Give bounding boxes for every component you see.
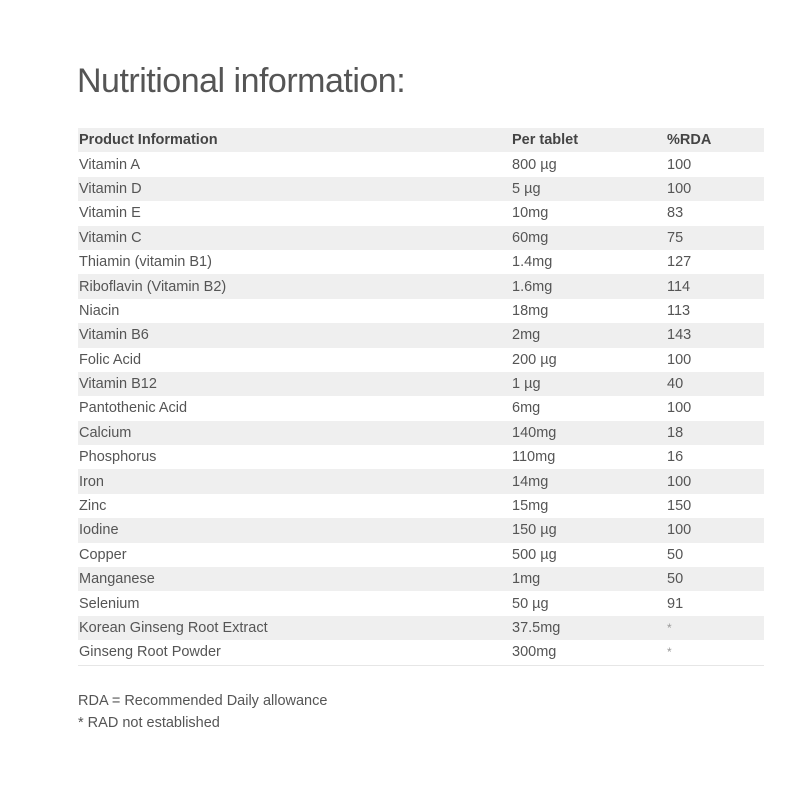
nutrient-name: Manganese bbox=[79, 571, 155, 588]
table-header-row: Product Information Per tablet %RDA bbox=[78, 128, 764, 153]
nutrient-name: Iodine bbox=[79, 522, 119, 539]
amount-per-tablet: 6mg bbox=[512, 400, 541, 417]
rda-percent: 83 bbox=[667, 205, 684, 222]
nutrient-name: Phosphorus bbox=[79, 449, 157, 466]
amount-per-tablet: 500 µg bbox=[512, 546, 557, 563]
table-row: Vitamin E 10mg 83 bbox=[78, 201, 764, 225]
rda-percent: 113 bbox=[667, 302, 691, 319]
amount-per-tablet: 200 µg bbox=[512, 351, 557, 368]
table-row: Manganese 1mg 50 bbox=[78, 567, 764, 592]
header-per-tablet: Per tablet bbox=[512, 132, 579, 149]
rda-percent: 114 bbox=[667, 278, 691, 295]
table-row: Copper 500 µg 50 bbox=[78, 543, 764, 567]
nutrient-name: Ginseng Root Powder bbox=[79, 644, 221, 661]
amount-per-tablet: 14mg bbox=[512, 473, 549, 490]
table-row: Folic Acid 200 µg 100 bbox=[78, 348, 764, 372]
amount-per-tablet: 150 µg bbox=[512, 522, 557, 539]
nutrient-name: Vitamin C bbox=[79, 229, 142, 246]
table-row: Pantothenic Acid 6mg 100 bbox=[78, 396, 764, 420]
table-row: Phosphorus 110mg 16 bbox=[78, 445, 764, 469]
amount-per-tablet: 140mg bbox=[512, 424, 557, 441]
nutrient-name: Iron bbox=[79, 473, 104, 490]
nutrient-name: Niacin bbox=[79, 302, 120, 319]
rda-percent: 100 bbox=[667, 522, 692, 539]
table-row: Vitamin A 800 µg 100 bbox=[78, 152, 764, 176]
table-row: Selenium 50 µg 91 bbox=[78, 591, 764, 615]
rda-percent: 143 bbox=[667, 327, 692, 344]
rda-percent: 18 bbox=[667, 424, 684, 441]
amount-per-tablet: 50 µg bbox=[512, 595, 549, 612]
amount-per-tablet: 1.4mg bbox=[512, 254, 553, 271]
nutrient-name: Thiamin (vitamin B1) bbox=[79, 254, 212, 271]
header-rda: %RDA bbox=[667, 132, 712, 149]
nutrient-name: Vitamin E bbox=[79, 205, 141, 222]
rda-percent: 91 bbox=[667, 595, 684, 612]
table-row: Niacin 18mg 113 bbox=[78, 299, 764, 323]
rda-percent: 100 bbox=[667, 400, 692, 417]
rda-percent: 100 bbox=[667, 473, 692, 490]
table-row: Vitamin C 60mg 75 bbox=[78, 225, 764, 250]
footnote-rda: RDA = Recommended Daily allowance bbox=[78, 693, 328, 709]
footnotes: RDA = Recommended Daily allowance * RAD … bbox=[78, 690, 327, 734]
nutrient-name: Selenium bbox=[79, 595, 140, 612]
table-row: Thiamin (vitamin B1) 1.4mg 127 bbox=[78, 250, 764, 274]
rda-percent: 100 bbox=[667, 180, 692, 197]
table-row: Riboflavin (Vitamin B2) 1.6mg 114 bbox=[78, 274, 764, 299]
nutrient-name: Korean Ginseng Root Extract bbox=[79, 620, 268, 636]
rda-percent: * bbox=[667, 621, 672, 635]
rda-percent: 75 bbox=[667, 229, 684, 246]
rda-percent: 127 bbox=[667, 254, 692, 271]
amount-per-tablet: 110mg bbox=[512, 449, 556, 466]
nutrient-name: Zinc bbox=[79, 498, 107, 515]
amount-per-tablet: 37.5mg bbox=[512, 620, 561, 636]
nutrient-name: Vitamin B6 bbox=[79, 327, 149, 344]
nutrient-name: Calcium bbox=[79, 424, 132, 441]
table-row: Calcium 140mg 18 bbox=[78, 420, 764, 446]
amount-per-tablet: 1mg bbox=[512, 571, 541, 588]
rda-percent: 50 bbox=[667, 571, 684, 588]
amount-per-tablet: 1.6mg bbox=[512, 278, 553, 295]
nutrient-name: Vitamin B12 bbox=[79, 376, 157, 393]
rda-percent: 40 bbox=[667, 376, 684, 393]
rda-percent: 100 bbox=[667, 351, 692, 368]
amount-per-tablet: 18mg bbox=[512, 302, 549, 319]
nutrient-name: Vitamin A bbox=[79, 156, 140, 173]
nutrient-name: Pantothenic Acid bbox=[79, 400, 188, 417]
amount-per-tablet: 1 µg bbox=[512, 376, 541, 393]
table-row: Zinc 15mg 150 bbox=[78, 494, 764, 518]
amount-per-tablet: 5 µg bbox=[512, 180, 541, 197]
table-row: Vitamin D 5 µg 100 bbox=[78, 176, 764, 202]
table-row: Iron 14mg 100 bbox=[78, 469, 764, 494]
amount-per-tablet: 2mg bbox=[512, 327, 541, 344]
table-row: Korean Ginseng Root Extract 37.5mg * bbox=[78, 615, 764, 641]
page-title: Nutritional information: bbox=[77, 62, 406, 100]
amount-per-tablet: 300mg bbox=[512, 644, 557, 661]
rda-percent: 100 bbox=[667, 156, 692, 173]
rda-percent: * bbox=[667, 645, 672, 660]
amount-per-tablet: 10mg bbox=[512, 205, 549, 222]
table-row: Vitamin B12 1 µg 40 bbox=[78, 371, 764, 397]
amount-per-tablet: 15mg bbox=[512, 498, 549, 515]
amount-per-tablet: 60mg bbox=[512, 229, 549, 246]
table-row: Iodine 150 µg 100 bbox=[78, 518, 764, 543]
rda-percent: 150 bbox=[667, 498, 692, 515]
table-row: Ginseng Root Powder 300mg * bbox=[78, 640, 764, 666]
nutrient-name: Copper bbox=[79, 546, 127, 563]
header-product-information: Product Information bbox=[79, 132, 218, 149]
footnote-not-established: * RAD not established bbox=[78, 715, 220, 731]
nutrition-table: Product Information Per tablet %RDA Vita… bbox=[78, 128, 764, 666]
rda-percent: 16 bbox=[667, 449, 684, 466]
table-row: Vitamin B6 2mg 143 bbox=[78, 323, 764, 348]
amount-per-tablet: 800 µg bbox=[512, 156, 557, 173]
nutrient-name: Vitamin D bbox=[79, 180, 142, 197]
rda-percent: 50 bbox=[667, 546, 684, 563]
nutrient-name: Folic Acid bbox=[79, 351, 142, 368]
nutrient-name: Riboflavin (Vitamin B2) bbox=[79, 278, 227, 295]
